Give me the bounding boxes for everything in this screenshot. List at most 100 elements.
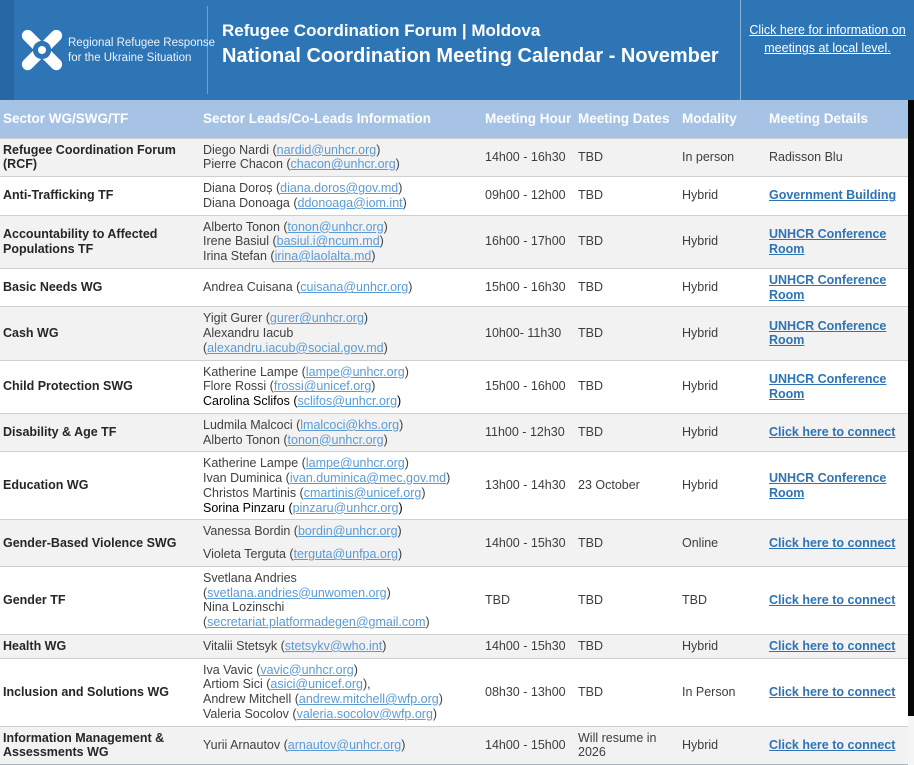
lead-line: Vanessa Bordin (bordin@unhcr.org) bbox=[203, 524, 402, 539]
right-edge-strip bbox=[908, 100, 914, 716]
page-title: Refugee Coordination Forum | Moldova Nat… bbox=[222, 20, 719, 69]
meeting-dates-cell: TBD bbox=[575, 565, 679, 635]
meeting-hour-cell: 13h00 - 14h30 bbox=[482, 451, 575, 520]
meeting-details-link[interactable]: UNHCR Conference Room bbox=[769, 318, 887, 348]
meeting-details-cell: Click here to connect bbox=[766, 725, 908, 765]
meeting-details-link[interactable]: Click here to connect bbox=[769, 737, 896, 752]
lead-email-link[interactable]: stetsykv@who.int bbox=[284, 638, 383, 653]
meeting-details-link[interactable]: Click here to connect bbox=[769, 592, 896, 607]
lead-line: Vitalii Stetsyk (stetsykv@who.int) bbox=[203, 638, 387, 653]
lead-line: Christos Martinis (cmartinis@unicef.org) bbox=[203, 485, 426, 500]
lead-line: Alexandru Iacub (alexandru.iacub@social.… bbox=[203, 326, 388, 355]
sector-cell: Information Management & Assessments WG bbox=[0, 725, 200, 765]
meeting-calendar-table: Sector WG/SWG/TF Sector Leads/Co-Leads I… bbox=[0, 100, 908, 765]
meeting-details-link[interactable]: Click here to connect bbox=[769, 425, 896, 440]
leads-cell: Vanessa Bordin (bordin@unhcr.org) Violeta… bbox=[200, 519, 482, 567]
lead-email-link[interactable]: diana.doros@gov.md bbox=[280, 181, 399, 195]
lead-email-link[interactable]: nardid@unhcr.org bbox=[276, 142, 377, 157]
lead-email-link[interactable]: arnautov@unhcr.org bbox=[287, 737, 402, 752]
lead-email-link[interactable]: svetlana.andries@unwomen.org bbox=[207, 585, 387, 600]
column-header-modality: Modality bbox=[679, 100, 766, 138]
lead-email-link[interactable]: irina@laolalta.md bbox=[274, 249, 372, 263]
logo-text-line1: Regional Refugee Response bbox=[68, 37, 216, 49]
lead-email-link[interactable]: terguta@unfpa.org bbox=[293, 547, 399, 561]
meeting-details-link[interactable]: UNHCR Conference Room bbox=[769, 272, 887, 302]
lead-email-link[interactable]: pinzaru@unhcr.org bbox=[292, 500, 399, 515]
table-row: Gender-Based Violence SWG Vanessa Bordin … bbox=[0, 519, 908, 567]
sector-cell: Basic Needs WG bbox=[0, 267, 200, 307]
lead-email-link[interactable]: ivan.duminica@mec.gov.md bbox=[289, 471, 447, 485]
sector-cell: Refugee Coordination Forum (RCF) bbox=[0, 137, 200, 177]
lead-email-link[interactable]: alexandru.iacub@social.gov.md bbox=[207, 340, 384, 355]
leads-cell: Yigit Gurer (gurer@unhcr.org) Alexandru I… bbox=[200, 306, 482, 360]
meeting-details-cell: UNHCR Conference Room bbox=[766, 306, 908, 360]
page-title-line2: National Coordination Meeting Calendar -… bbox=[222, 44, 719, 67]
meeting-dates-cell: Will resume in 2026 bbox=[575, 725, 679, 765]
lead-email-link[interactable]: vavic@unhcr.org bbox=[260, 662, 354, 677]
meeting-hour-cell: 14h00 - 16h30 bbox=[482, 137, 575, 177]
meeting-details-link[interactable]: Click here to connect bbox=[769, 684, 896, 699]
table-row: Refugee Coordination Forum (RCF) Diego Na… bbox=[0, 137, 908, 177]
meeting-details-link[interactable]: Click here to connect bbox=[769, 535, 896, 550]
lead-line: Andrea Cuisana (cuisana@unhcr.org) bbox=[203, 280, 413, 295]
lead-email-link[interactable]: bordin@unhcr.org bbox=[297, 524, 398, 539]
lead-email-link[interactable]: sclifos@unhcr.org bbox=[297, 394, 398, 408]
sector-cell: Child Protection SWG bbox=[0, 359, 200, 414]
lead-email-link[interactable]: ddonoaga@iom.int bbox=[297, 195, 403, 210]
lead-line: Diego Nardi (nardid@unhcr.org) bbox=[203, 142, 381, 157]
lead-email-link[interactable]: tonon@unhcr.org bbox=[287, 219, 384, 234]
leads-cell: Ludmila Malcoci (lmalcoci@khs.org) Albert… bbox=[200, 412, 482, 452]
table-row: Health WG Vitalii Stetsyk (stetsykv@who.i… bbox=[0, 633, 908, 658]
meeting-details-link[interactable]: UNHCR Conference Room bbox=[769, 471, 887, 500]
lead-line: Ludmila Malcoci (lmalcoci@khs.org) bbox=[203, 417, 404, 432]
column-header-sector: Sector WG/SWG/TF bbox=[0, 100, 200, 138]
lead-email-link[interactable]: gurer@unhcr.org bbox=[269, 311, 364, 326]
meeting-details-link[interactable]: UNHCR Conference Room bbox=[769, 371, 887, 401]
meeting-dates-cell: TBD bbox=[575, 412, 679, 452]
meeting-hour-cell: 14h00 - 15h00 bbox=[482, 725, 575, 765]
lead-email-link[interactable]: basiul.i@ncum.md bbox=[276, 234, 380, 249]
modality-cell: Online bbox=[679, 519, 766, 567]
modality-cell: Hybrid bbox=[679, 359, 766, 414]
lead-email-link[interactable]: andrew.mitchell@wfp.org bbox=[298, 692, 439, 706]
modality-cell: Hybrid bbox=[679, 412, 766, 452]
meeting-dates-cell: TBD bbox=[575, 176, 679, 215]
lead-line: Nina Lozinschi (secretariat.platformadeg… bbox=[203, 600, 430, 629]
table-header-row: Sector WG/SWG/TF Sector Leads/Co-Leads I… bbox=[0, 100, 908, 138]
regional-refugee-response-logo-icon bbox=[21, 29, 63, 71]
lead-email-link[interactable]: frossi@unicef.org bbox=[273, 379, 372, 394]
meeting-details-link[interactable]: UNHCR Conference Room bbox=[769, 226, 887, 256]
lead-email-link[interactable]: lampe@unhcr.org bbox=[305, 364, 405, 379]
lead-email-link[interactable]: asici@unicef.org bbox=[270, 677, 363, 692]
lead-email-link[interactable]: chacon@unhcr.org bbox=[290, 157, 396, 172]
lead-email-link[interactable]: secretariat.platformadegen@gmail.com bbox=[207, 615, 426, 629]
lead-email-link[interactable]: cmartinis@unicef.org bbox=[303, 485, 422, 500]
lead-email-link[interactable]: lampe@unhcr.org bbox=[305, 456, 405, 471]
meeting-hour-cell: 10h00- 11h30 bbox=[482, 306, 575, 360]
lead-email-link[interactable]: tonon@unhcr.org bbox=[287, 432, 384, 447]
local-meetings-link[interactable]: Click here for information on meetings a… bbox=[749, 23, 906, 56]
leads-cell: Diego Nardi (nardid@unhcr.org) Pierre Cha… bbox=[200, 137, 482, 177]
lead-line: Irene Basiul (basiul.i@ncum.md) bbox=[203, 234, 384, 249]
page-title-line1: Refugee Coordination Forum | Moldova bbox=[222, 21, 541, 40]
table-row: Child Protection SWG Katherine Lampe (lam… bbox=[0, 359, 908, 414]
table-row: Disability & Age TF Ludmila Malcoci (lmal… bbox=[0, 412, 908, 452]
table-row: Education WG Katherine Lampe (lampe@unhcr… bbox=[0, 451, 908, 520]
lead-line: Katherine Lampe (lampe@unhcr.org) bbox=[203, 456, 409, 471]
meeting-hour-cell: TBD bbox=[482, 565, 575, 635]
lead-email-link[interactable]: cuisana@unhcr.org bbox=[300, 280, 409, 295]
meeting-details-link[interactable]: Government Building bbox=[769, 188, 897, 203]
meeting-dates-cell: TBD bbox=[575, 214, 679, 269]
lead-line: Yigit Gurer (gurer@unhcr.org) bbox=[203, 311, 369, 326]
lead-email-link[interactable]: valeria.socolov@wfp.org bbox=[296, 706, 433, 721]
modality-cell: In person bbox=[679, 137, 766, 177]
lead-line: Ivan Duminica (ivan.duminica@mec.gov.md) bbox=[203, 471, 451, 485]
table-row: Inclusion and Solutions WG Iva Vavic (vav… bbox=[0, 657, 908, 726]
meeting-hour-cell: 15h00 - 16h00 bbox=[482, 359, 575, 414]
banner-left-strip bbox=[0, 0, 14, 100]
leads-cell: Andrea Cuisana (cuisana@unhcr.org) bbox=[200, 267, 482, 307]
meeting-details-link[interactable]: Click here to connect bbox=[769, 638, 896, 653]
lead-email-link[interactable]: lmalcoci@khs.org bbox=[300, 417, 400, 432]
lead-line: Irina Stefan (irina@laolalta.md) bbox=[203, 249, 376, 263]
sector-cell: Disability & Age TF bbox=[0, 412, 200, 452]
